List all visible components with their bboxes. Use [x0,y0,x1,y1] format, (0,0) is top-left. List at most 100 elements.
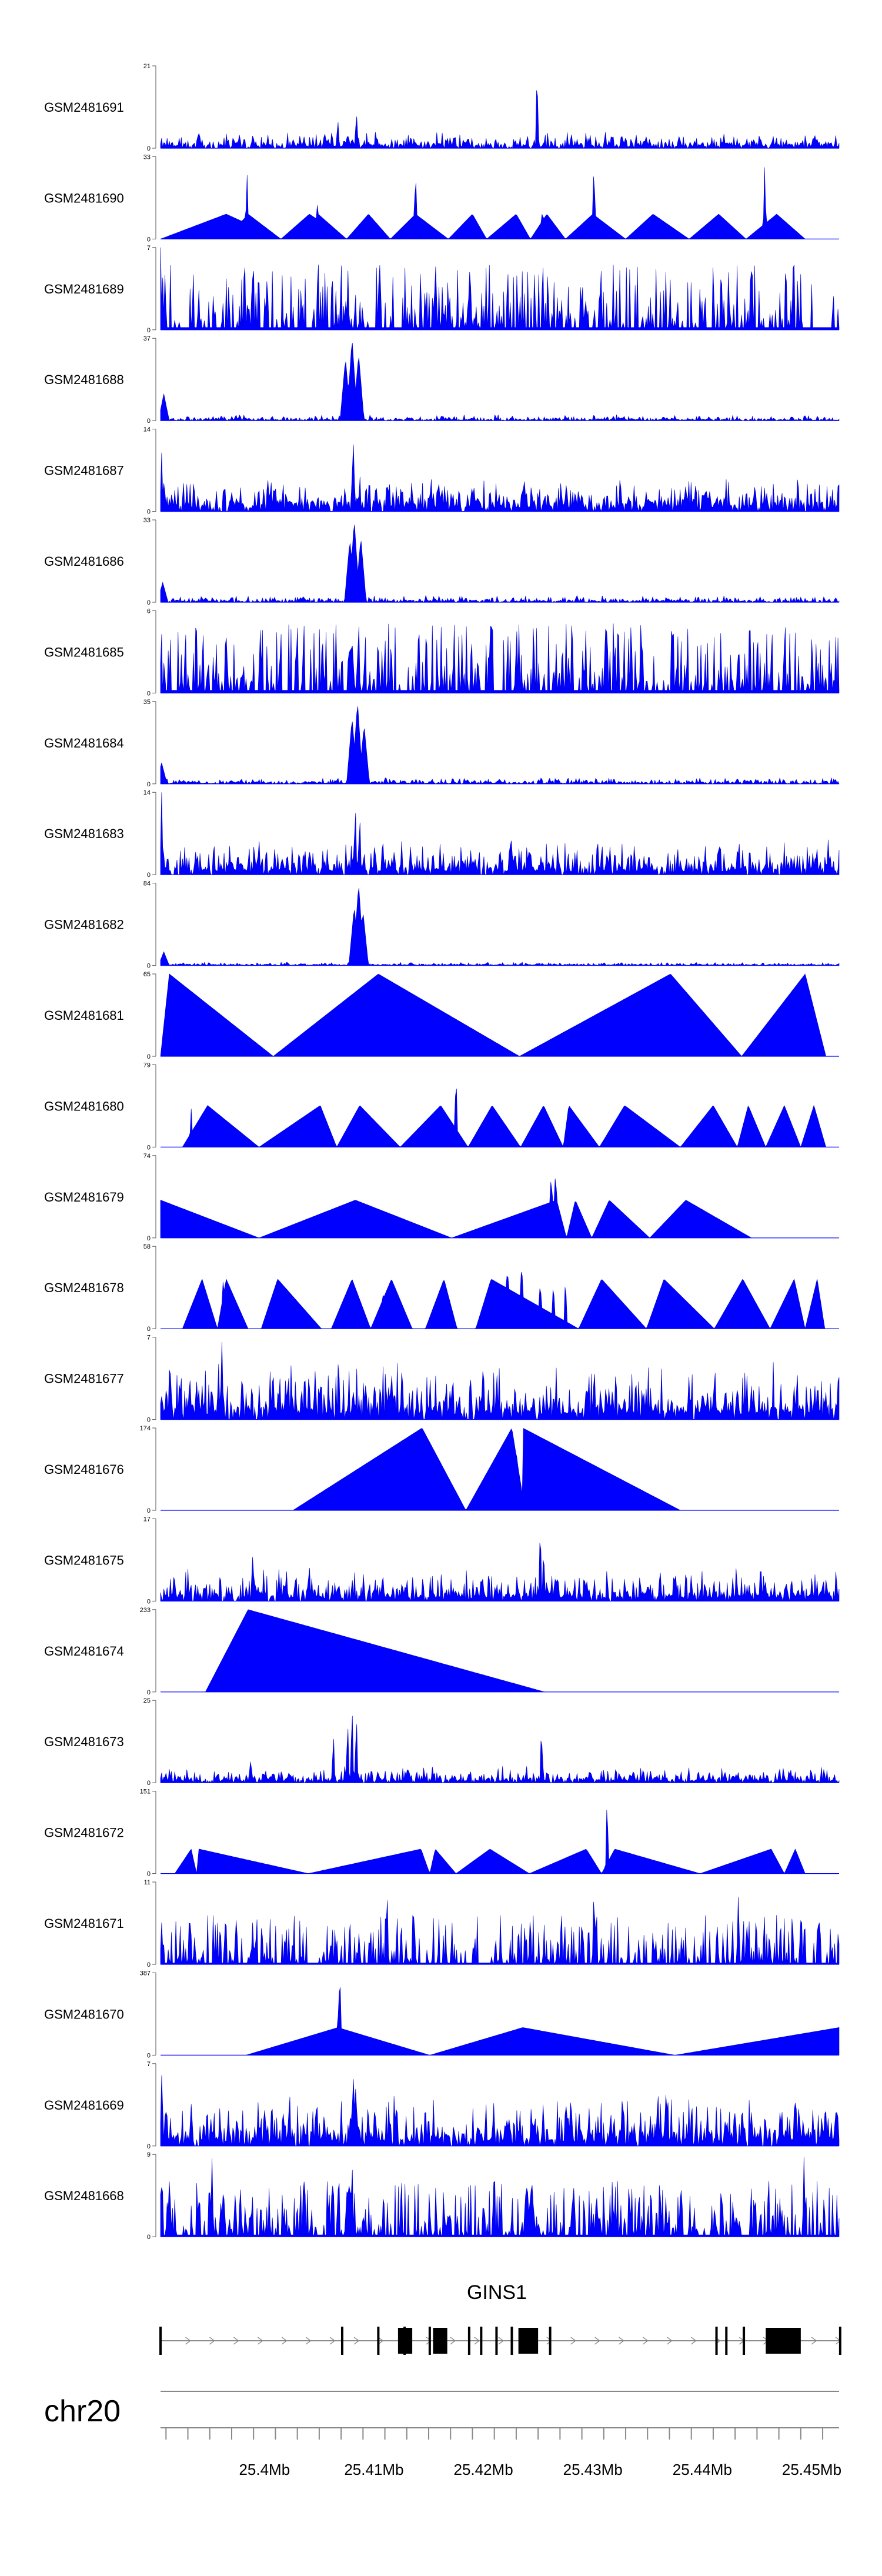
coverage-area [160,623,840,693]
track-ymax-label: 58 [143,1243,151,1250]
coverage-area [160,2075,840,2147]
track-ymin-label: 0 [147,1961,151,1968]
coverage-area [160,1178,839,1239]
track-label: GSM2481673 [44,1734,124,1749]
track-label: GSM2481675 [44,1553,124,1567]
gene-exon [433,2328,447,2354]
coverage-track: GSM2481675 17 0 [44,1516,840,1605]
exon-marker [467,2327,470,2355]
track-ymin-label: 0 [147,509,151,516]
track-ymax-label: 33 [143,517,151,524]
exon-marker [428,2327,431,2355]
coverage-track: GSM2481671 11 0 [44,1879,840,1968]
strand-arrow [426,2337,432,2345]
track-ymin-label: 0 [147,145,151,152]
coverage-area [161,1810,839,1874]
coverage-area [161,1427,839,1511]
axis-tick-label: 25.43Mb [563,2461,623,2478]
exon-marker [549,2327,552,2355]
track-ymin-label: 0 [147,1326,151,1333]
coverage-track: GSM2481668 9 0 [44,2151,840,2241]
axis-tick-label: 25.44Mb [673,2461,732,2478]
coverage-track: GSM2481672 151 0 [44,1788,839,1878]
coverage-area [160,445,840,512]
track-ymax-label: 37 [143,335,151,342]
strand-arrow [546,2337,552,2345]
gene-exon [397,2328,413,2354]
gene-exon [766,2328,801,2354]
strand-arrow [209,2337,215,2345]
coverage-area [160,247,840,331]
coverage-area [160,2157,840,2237]
coverage-area [161,1272,839,1329]
track-label: GSM2481685 [44,645,124,659]
track-ymax-label: 21 [143,63,151,70]
track-ymax-label: 6 [147,608,151,615]
track-label: GSM2481687 [44,463,124,478]
track-label: GSM2481670 [44,2007,124,2021]
coverage-track: GSM2481679 74 0 [44,1153,839,1242]
track-ymin-label: 0 [147,599,151,606]
exon-marker [377,2327,380,2355]
coverage-track: GSM2481683 14 0 [44,789,840,879]
coverage-track: GSM2481670 387 0 [44,1970,840,2059]
track-ymin-label: 0 [147,1507,151,1514]
coverage-track: GSM2481684 35 0 [44,699,840,788]
track-ymin-label: 0 [147,1871,151,1878]
track-label: GSM2481677 [44,1372,124,1386]
exon-marker [159,2327,162,2355]
track-ymin-label: 0 [147,690,151,697]
track-label: GSM2481672 [44,1826,124,1840]
chromosome-label: chr20 [44,2394,121,2428]
strand-arrow [377,2337,384,2345]
track-ymax-label: 74 [143,1153,151,1160]
track-ymin-label: 0 [147,872,151,879]
coverage-track: GSM2481676 174 0 [44,1425,839,1514]
coverage-area [160,1342,840,1420]
coverage-track: GSM2481677 7 0 [44,1334,840,1424]
track-ymax-label: 7 [147,245,151,252]
coverage-track: GSM2481680 79 0 [44,1062,839,1151]
coverage-track: GSM2481669 7 0 [44,2061,840,2150]
track-ymin-label: 0 [147,327,151,334]
strand-arrow [257,2337,263,2345]
track-ymax-label: 14 [143,426,151,433]
exon-marker [340,2327,343,2355]
track-label: GSM2481681 [44,1008,124,1023]
strand-arrow [474,2337,480,2345]
coverage-area [160,1716,840,1784]
track-ymin-label: 0 [147,418,151,425]
coverage-track: GSM2481690 33 0 [44,154,839,243]
exon-marker [725,2327,728,2355]
track-ymin-label: 0 [147,2143,151,2150]
coverage-tracks: GSM2481691210GSM2481690330GSM248168970GS… [44,63,840,2241]
track-ymin-label: 0 [147,1689,151,1696]
track-label: GSM2481669 [44,2098,124,2113]
coverage-area [160,343,840,422]
track-ymax-label: 65 [143,971,151,978]
coverage-track: GSM2481674 233 0 [44,1607,839,1696]
strand-arrow [643,2337,649,2345]
track-ymin-label: 0 [147,963,151,970]
strand-arrow [667,2337,673,2345]
gene-exon [518,2328,539,2354]
exon-marker [743,2327,746,2355]
track-ymax-label: 9 [147,2151,151,2158]
track-ymax-label: 7 [147,1334,151,1342]
track-label: GSM2481682 [44,917,124,932]
track-ymax-label: 233 [140,1607,151,1614]
coverage-area [161,1609,839,1693]
track-ymax-label: 11 [144,1879,151,1886]
track-label: GSM2481684 [44,736,124,750]
axis-tick-label: 25.4Mb [239,2461,290,2478]
gene-model-track: GINS1 [159,2281,841,2355]
track-label: GSM2481680 [44,1099,124,1113]
track-label: GSM2481671 [44,1916,124,1931]
exon-marker [715,2327,718,2355]
track-ymax-label: 174 [140,1425,151,1432]
coverage-track: GSM2481682 84 0 [44,880,840,970]
track-ymin-label: 0 [147,1417,151,1424]
strand-arrow [691,2337,697,2345]
track-ymax-label: 17 [143,1516,151,1523]
